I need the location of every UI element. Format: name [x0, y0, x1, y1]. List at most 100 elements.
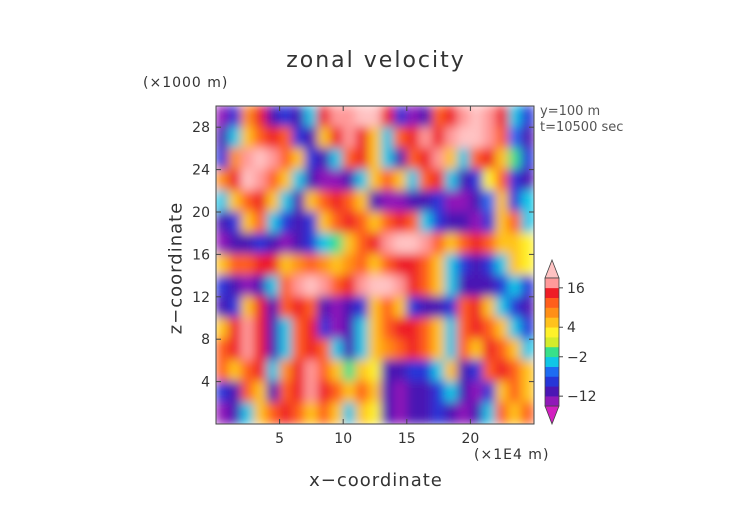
field-cell: [329, 232, 344, 255]
field-cell: [495, 147, 510, 171]
colorbar-extend-min: [544, 405, 560, 426]
field-cell: [266, 359, 281, 383]
field-cell: [482, 126, 497, 149]
field-cell: [520, 381, 534, 404]
field-cell: [240, 169, 255, 192]
field-cell: [329, 359, 344, 383]
field-cell: [406, 359, 421, 383]
field-cell: [317, 253, 331, 277]
field-cell: [329, 296, 344, 319]
field-cell: [469, 381, 484, 404]
field-cell: [457, 317, 471, 340]
field-cell: [482, 211, 497, 234]
field-cell: [253, 275, 268, 298]
field-cell: [329, 190, 344, 213]
field-cell: [216, 190, 230, 213]
field-cell: [216, 317, 230, 340]
field-cell: [431, 211, 446, 234]
field-cell: [317, 402, 331, 424]
field-cell: [406, 190, 421, 213]
plot-frame: [215, 105, 535, 425]
field-cell: [279, 169, 293, 192]
field-cell: [368, 126, 382, 149]
field-cell: [355, 359, 370, 383]
field-cell: [482, 190, 497, 213]
field-cell: [368, 190, 382, 213]
field-cell: [279, 402, 293, 424]
field-cell: [495, 106, 510, 128]
colorbar-bin: [545, 386, 559, 397]
field-cell: [355, 338, 370, 361]
field-cell: [329, 338, 344, 361]
colorbar-bin: [545, 376, 559, 387]
colorbar-bin: [545, 278, 559, 289]
field-cell: [317, 190, 331, 213]
field-cell: [342, 232, 357, 255]
field-cell: [368, 317, 382, 340]
field-cell: [482, 253, 497, 277]
y-tick-label: 12: [192, 290, 210, 306]
field-cell: [266, 211, 281, 234]
field-cell: [291, 169, 306, 192]
field-cell: [228, 402, 242, 424]
field-cell: [291, 232, 306, 255]
y-axis-ticks: 4 8 12 16 20 24 28: [192, 120, 534, 391]
field-cell: [431, 381, 446, 404]
field-cell: [380, 169, 395, 192]
field-cell: [469, 253, 484, 277]
field-cell: [317, 296, 331, 319]
field-cell: [508, 211, 522, 234]
field-cell: [253, 169, 268, 192]
field-cell: [240, 338, 255, 361]
field-cell: [355, 190, 370, 213]
field-cell: [240, 211, 255, 234]
field-cell: [444, 317, 459, 340]
field-cell: [508, 317, 522, 340]
field-cell: [419, 253, 433, 277]
field-cell: [482, 402, 497, 424]
field-cell: [355, 275, 370, 298]
field-cell: [457, 190, 471, 213]
field-cell: [508, 359, 522, 383]
field-cell: [393, 317, 408, 340]
field-cell: [469, 190, 484, 213]
field-cell: [240, 275, 255, 298]
field-cell: [444, 253, 459, 277]
field-cell: [469, 211, 484, 234]
field-cell: [393, 147, 408, 171]
field-cell: [279, 232, 293, 255]
field-cell: [431, 296, 446, 319]
field-cell: [355, 126, 370, 149]
field-cell: [240, 126, 255, 149]
field-cell: [444, 338, 459, 361]
field-cell: [304, 211, 319, 234]
field-cell: [304, 169, 319, 192]
field-cell: [253, 147, 268, 171]
field-cell: [304, 381, 319, 404]
field-cell: [406, 126, 421, 149]
field-cell: [304, 317, 319, 340]
field-cell: [457, 275, 471, 298]
field-cell: [520, 147, 534, 171]
field-cell: [355, 402, 370, 424]
x-axis-label: x−coordinate: [309, 470, 443, 491]
x-tick-label: 20: [461, 431, 479, 447]
field-cell: [495, 296, 510, 319]
field-cell: [228, 317, 242, 340]
field-cell: [431, 106, 446, 128]
field-cell: [520, 190, 534, 213]
field-cell: [266, 381, 281, 404]
field-cell: [393, 338, 408, 361]
colorbar-bin: [545, 356, 559, 367]
field-cell: [368, 106, 382, 128]
field-cell: [368, 211, 382, 234]
field-cell: [444, 381, 459, 404]
field-cell: [457, 359, 471, 383]
field-cell: [304, 275, 319, 298]
annotation-time: t=10500 sec: [540, 120, 624, 135]
field-cell: [228, 296, 242, 319]
field-cell: [419, 147, 433, 171]
field-cell: [266, 402, 281, 424]
chart-title: zonal velocity: [286, 48, 466, 73]
